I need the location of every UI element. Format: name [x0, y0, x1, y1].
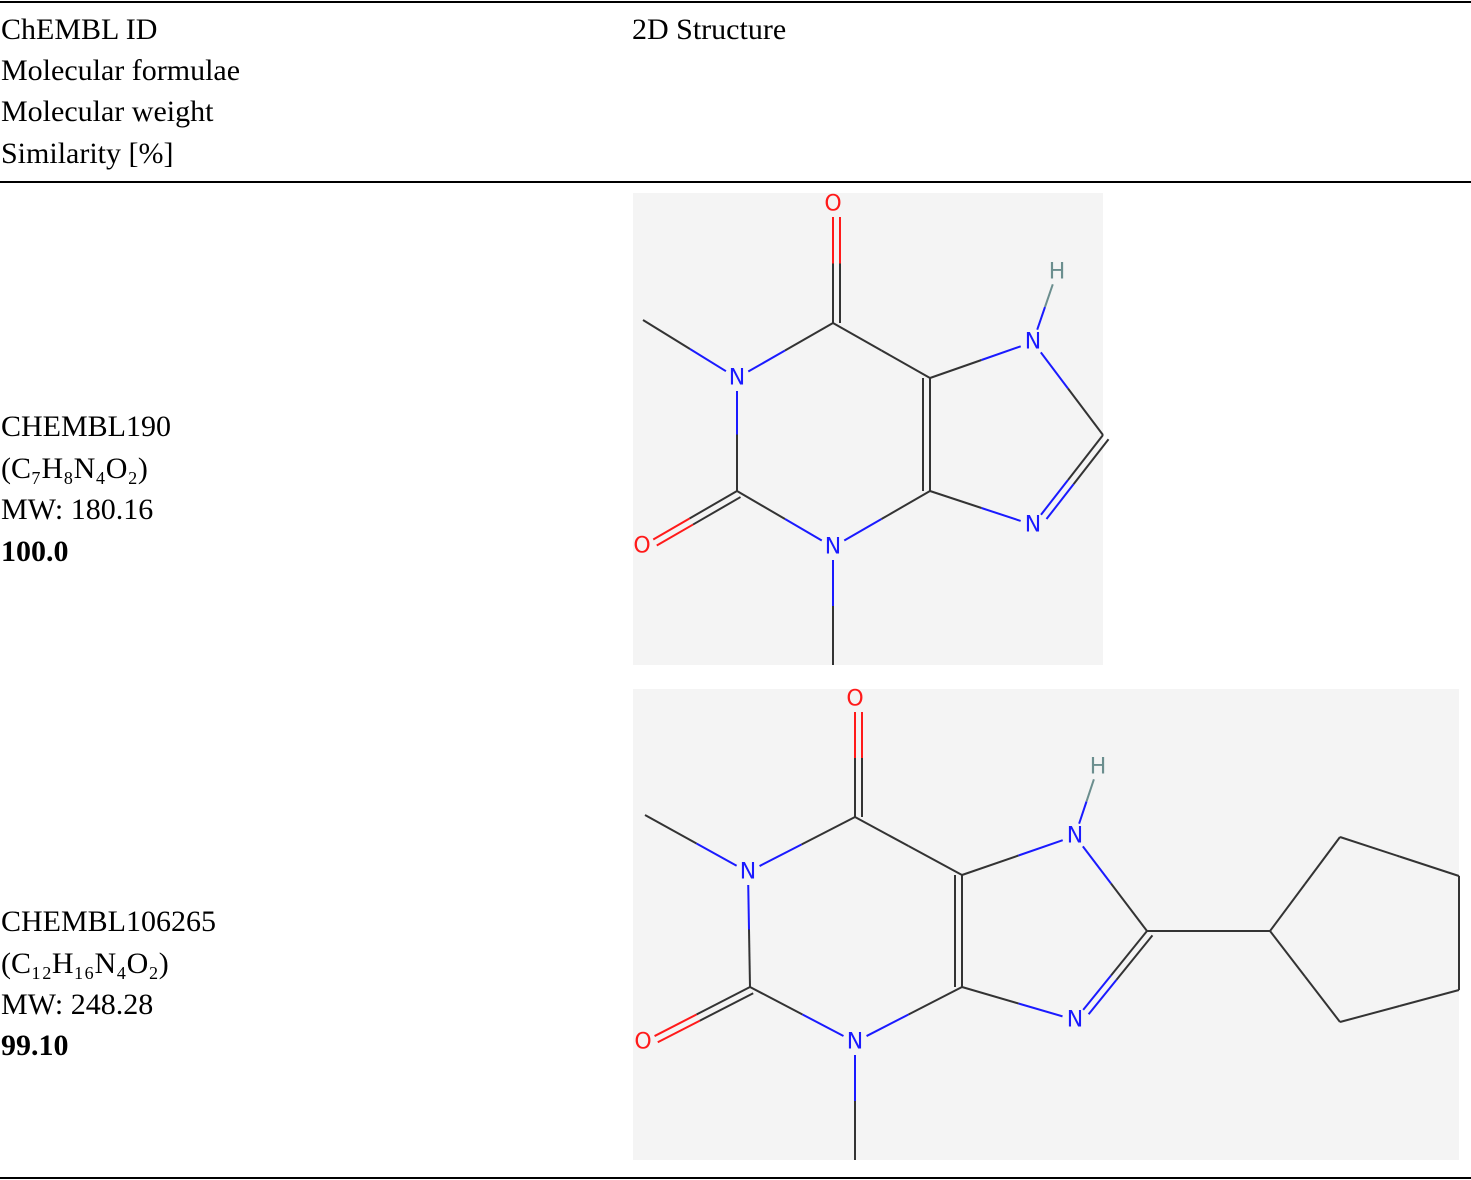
- atom-label: N: [825, 535, 841, 560]
- bond: [866, 1013, 909, 1037]
- weight: MW: 180.16: [1, 493, 154, 526]
- atom-label: N: [847, 1030, 863, 1055]
- bond: [1115, 934, 1154, 981]
- bond: [1082, 974, 1112, 1011]
- bond: [747, 349, 786, 373]
- bond: [1018, 839, 1064, 857]
- atom-label: H: [1049, 260, 1066, 285]
- header-label: 2D Structure: [632, 13, 787, 46]
- bond: [688, 490, 738, 520]
- atom-label: N: [1067, 824, 1083, 849]
- bond: [1067, 387, 1104, 436]
- bond: [784, 518, 823, 542]
- bond: [1087, 979, 1118, 1015]
- bond: [832, 322, 882, 352]
- bond: [652, 517, 691, 541]
- bond: [1036, 306, 1046, 331]
- bond: [696, 986, 751, 1016]
- bond: [1040, 351, 1069, 390]
- bond: [654, 1013, 697, 1037]
- header-label: Molecular weight: [1, 95, 214, 128]
- weight: MW: 248.28: [1, 988, 154, 1021]
- similarity: 99.10: [1, 1029, 69, 1062]
- bond: [1045, 483, 1075, 520]
- bond: [929, 359, 982, 379]
- bond: [961, 854, 1019, 876]
- atom-label: N: [1025, 330, 1041, 355]
- bond: [657, 1019, 701, 1044]
- bond: [929, 490, 982, 509]
- formula: (C₁₂H₁₆N₄O₂): [1, 947, 169, 980]
- bond: [802, 1013, 844, 1037]
- bond: [981, 345, 1022, 361]
- atom-label: O: [633, 534, 650, 559]
- bond: [908, 986, 963, 1016]
- bond: [784, 322, 834, 352]
- bond: [961, 986, 1019, 1005]
- similarity: 100.0: [1, 535, 69, 568]
- atom-label: O: [846, 687, 863, 712]
- bond: [1399, 855, 1460, 877]
- structure-image: [633, 193, 1103, 665]
- atom-label: N: [1067, 1008, 1083, 1033]
- bond: [1304, 975, 1341, 1023]
- bond: [981, 507, 1021, 522]
- atom-label: N: [740, 860, 756, 885]
- bond: [736, 490, 786, 520]
- bond: [644, 814, 697, 845]
- bond: [692, 496, 742, 526]
- bond: [881, 349, 931, 379]
- bond: [689, 348, 727, 373]
- header-label: ChEMBL ID: [1, 13, 158, 46]
- mid-rule: [0, 181, 1471, 183]
- bond: [908, 845, 963, 876]
- bond: [749, 986, 803, 1016]
- bond: [854, 816, 909, 847]
- header-label: Similarity [%]: [1, 137, 174, 170]
- bond: [1018, 1002, 1063, 1018]
- bond: [1339, 1005, 1400, 1023]
- bond: [1082, 845, 1112, 885]
- bond: [1304, 836, 1341, 885]
- chembl-id: CHEMBL106265: [1, 905, 217, 938]
- bond: [1040, 479, 1069, 516]
- bond: [699, 992, 754, 1022]
- bond: [1269, 883, 1306, 932]
- bond: [747, 884, 750, 930]
- bond: [1269, 930, 1306, 978]
- bond: [1399, 989, 1460, 1007]
- bond: [1072, 438, 1110, 485]
- atom-label: N: [1025, 513, 1041, 538]
- header-label: Molecular formulae: [1, 54, 241, 87]
- atom-label: O: [824, 192, 841, 217]
- bond: [759, 843, 802, 867]
- bond: [1044, 283, 1054, 308]
- bond: [656, 523, 694, 547]
- bond: [1110, 882, 1148, 932]
- bond: [1067, 434, 1104, 481]
- bond: [696, 842, 738, 867]
- bond: [881, 490, 931, 520]
- structure-image: [633, 689, 1459, 1160]
- bond: [1078, 801, 1088, 824]
- bond: [642, 319, 691, 350]
- atom-label: O: [634, 1030, 651, 1055]
- bond: [1085, 779, 1095, 802]
- bond: [748, 929, 751, 988]
- top-rule: [0, 1, 1471, 3]
- bond: [1110, 930, 1148, 977]
- atom-label: N: [729, 366, 745, 391]
- atom-label: H: [1090, 755, 1107, 780]
- chembl-id: CHEMBL190: [1, 410, 172, 443]
- bond: [801, 816, 856, 846]
- formula: (C₇H₈N₄O₂): [1, 452, 148, 485]
- bond: [843, 518, 882, 542]
- bottom-rule: [0, 1177, 1471, 1179]
- bond: [1339, 836, 1400, 858]
